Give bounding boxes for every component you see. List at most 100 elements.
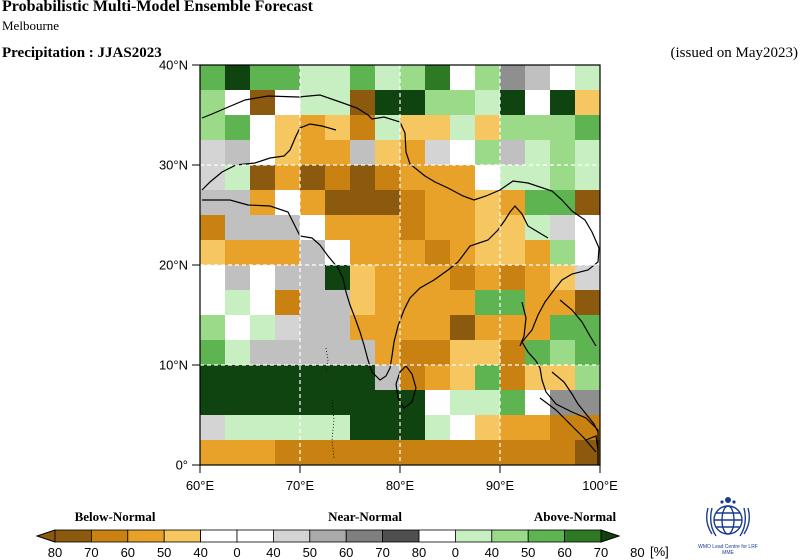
y-tick-10n: 10°N bbox=[158, 357, 188, 373]
grid-cell bbox=[200, 215, 225, 240]
grid-cell bbox=[575, 390, 600, 415]
grid-cell bbox=[450, 190, 475, 215]
grid-cell bbox=[575, 440, 600, 465]
grid-cell bbox=[500, 265, 525, 290]
colorbar-segment bbox=[527, 529, 566, 543]
grid-cell bbox=[475, 415, 500, 440]
grid-cell bbox=[225, 215, 250, 240]
colorbar-label: 40 bbox=[266, 545, 281, 560]
grid-cell bbox=[375, 90, 400, 115]
grid-cell bbox=[375, 215, 400, 240]
grid-cell bbox=[425, 340, 450, 365]
grid-cell bbox=[450, 140, 475, 165]
grid-cell bbox=[200, 240, 225, 265]
grid-cell bbox=[450, 115, 475, 140]
x-tick-70e: 70°E bbox=[285, 478, 315, 493]
grid-cell bbox=[425, 115, 450, 140]
grid-cell bbox=[275, 65, 300, 90]
grid-cell bbox=[250, 140, 275, 165]
colorbar-label: 50 bbox=[520, 545, 536, 560]
grid-cell bbox=[500, 140, 525, 165]
grid-cell bbox=[525, 365, 550, 390]
grid-cell bbox=[300, 265, 325, 290]
grid-cell bbox=[450, 90, 475, 115]
grid-cell bbox=[200, 190, 225, 215]
x-tick-60e: 60°E bbox=[185, 478, 215, 493]
grid-cell bbox=[500, 165, 525, 190]
coastline-sri-lanka bbox=[395, 365, 417, 409]
grid-cell bbox=[300, 190, 325, 215]
grid-cell bbox=[550, 240, 575, 265]
grid-cell bbox=[325, 140, 350, 165]
grid-cell bbox=[200, 165, 225, 190]
colorbar-arrow-left bbox=[35, 529, 56, 543]
grid-cell bbox=[350, 340, 375, 365]
grid-cell bbox=[500, 290, 525, 315]
grid-cell bbox=[225, 240, 250, 265]
grid-cell bbox=[250, 290, 275, 315]
x-tick-80e: 80°E bbox=[385, 478, 415, 493]
grid-cell bbox=[500, 415, 525, 440]
colorbar-label: 70 bbox=[84, 545, 99, 560]
grid-cell bbox=[525, 440, 550, 465]
grid-cell bbox=[325, 415, 350, 440]
grid-cell bbox=[550, 90, 575, 115]
grid-cell bbox=[425, 240, 450, 265]
grid-cell bbox=[400, 315, 425, 340]
grid-cell bbox=[475, 165, 500, 190]
grid-cell bbox=[425, 215, 450, 240]
grid-cell bbox=[550, 340, 575, 365]
grid-cell bbox=[250, 240, 275, 265]
grid-cell bbox=[475, 440, 500, 465]
grid-cell bbox=[200, 415, 225, 440]
grid-cell bbox=[300, 340, 325, 365]
grid-cell bbox=[475, 290, 500, 315]
grid-cell bbox=[550, 190, 575, 215]
grid-cell bbox=[225, 165, 250, 190]
grid-cell bbox=[300, 440, 325, 465]
page-title: Probabilistic Multi-Model Ensemble Forec… bbox=[2, 0, 313, 15]
grid-cell bbox=[200, 65, 225, 90]
grid-cell bbox=[200, 440, 225, 465]
grid-cell bbox=[275, 365, 300, 390]
grid-cell bbox=[350, 265, 375, 290]
grid-cell bbox=[425, 415, 450, 440]
axis-ticks bbox=[192, 64, 601, 473]
grid-cell bbox=[575, 340, 600, 365]
colorbar-label: 0 bbox=[451, 545, 460, 560]
grid-cell bbox=[450, 265, 475, 290]
grid-cell bbox=[225, 265, 250, 290]
grid-cell bbox=[375, 165, 400, 190]
grid-cell bbox=[250, 65, 275, 90]
colorbar-label: 80 bbox=[411, 545, 427, 560]
grid-cell bbox=[275, 290, 300, 315]
grid-cell bbox=[425, 390, 450, 415]
grid-cell bbox=[225, 415, 250, 440]
grid-cell bbox=[250, 215, 275, 240]
grid-cell bbox=[350, 290, 375, 315]
coastline-borneo bbox=[585, 435, 599, 451]
grid-cell bbox=[300, 140, 325, 165]
grid-cell bbox=[200, 90, 225, 115]
grid-cell bbox=[325, 340, 350, 365]
grid-cell bbox=[325, 315, 350, 340]
grid-cell bbox=[200, 390, 225, 415]
grid-cell bbox=[200, 365, 225, 390]
colorbar-segment bbox=[91, 529, 129, 543]
island-chain-north bbox=[325, 347, 329, 373]
island-chain-south bbox=[331, 399, 335, 459]
grid-cell bbox=[250, 115, 275, 140]
y-tick-30n: 30°N bbox=[158, 157, 188, 173]
grid-cell bbox=[350, 190, 375, 215]
colorbar-label: 80 bbox=[630, 545, 645, 560]
grid-cell bbox=[250, 390, 275, 415]
grid-cell bbox=[550, 265, 575, 290]
colorbar-segment bbox=[564, 529, 602, 543]
coastline-arabian-sea bbox=[202, 199, 549, 381]
grid-cell bbox=[475, 90, 500, 115]
grid-cell bbox=[550, 440, 575, 465]
coastline-mainland bbox=[201, 94, 600, 465]
grid-cell bbox=[400, 340, 425, 365]
colorbar-segment bbox=[309, 529, 347, 543]
